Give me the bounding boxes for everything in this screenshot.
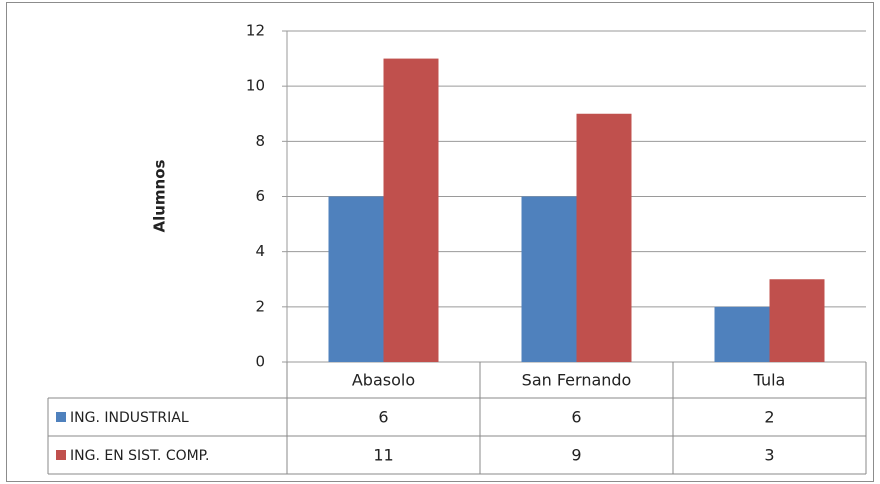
table-value: 6 [571,408,581,427]
y-tick-label: 10 [246,77,265,95]
y-tick-label: 6 [255,187,265,205]
legend-label: ING. EN SIST. COMP. [70,448,209,464]
table-value: 11 [373,446,393,465]
legend-label: ING. INDUSTRIAL [70,410,189,426]
x-tick-label: Abasolo [352,371,415,390]
y-tick-label: 4 [255,242,265,260]
x-tick-label: San Fernando [522,371,632,390]
legend-swatch [56,450,66,460]
y-axis-label: Alumnos [151,159,169,232]
table-value: 6 [378,408,388,427]
bar [328,196,384,362]
bar [383,58,439,362]
table-value: 3 [764,446,774,465]
y-tick-label: 12 [246,22,265,40]
table-value: 2 [764,408,774,427]
chart-frame [6,2,874,482]
y-tick-label: 8 [255,132,265,150]
bar [521,196,577,362]
legend-swatch [56,412,66,422]
y-tick-label: 2 [255,297,265,315]
bar [576,113,632,362]
bar [769,279,825,362]
table-value: 9 [571,446,581,465]
x-tick-label: Tula [753,371,786,390]
y-tick-label: 0 [255,353,265,371]
bar [714,306,770,362]
